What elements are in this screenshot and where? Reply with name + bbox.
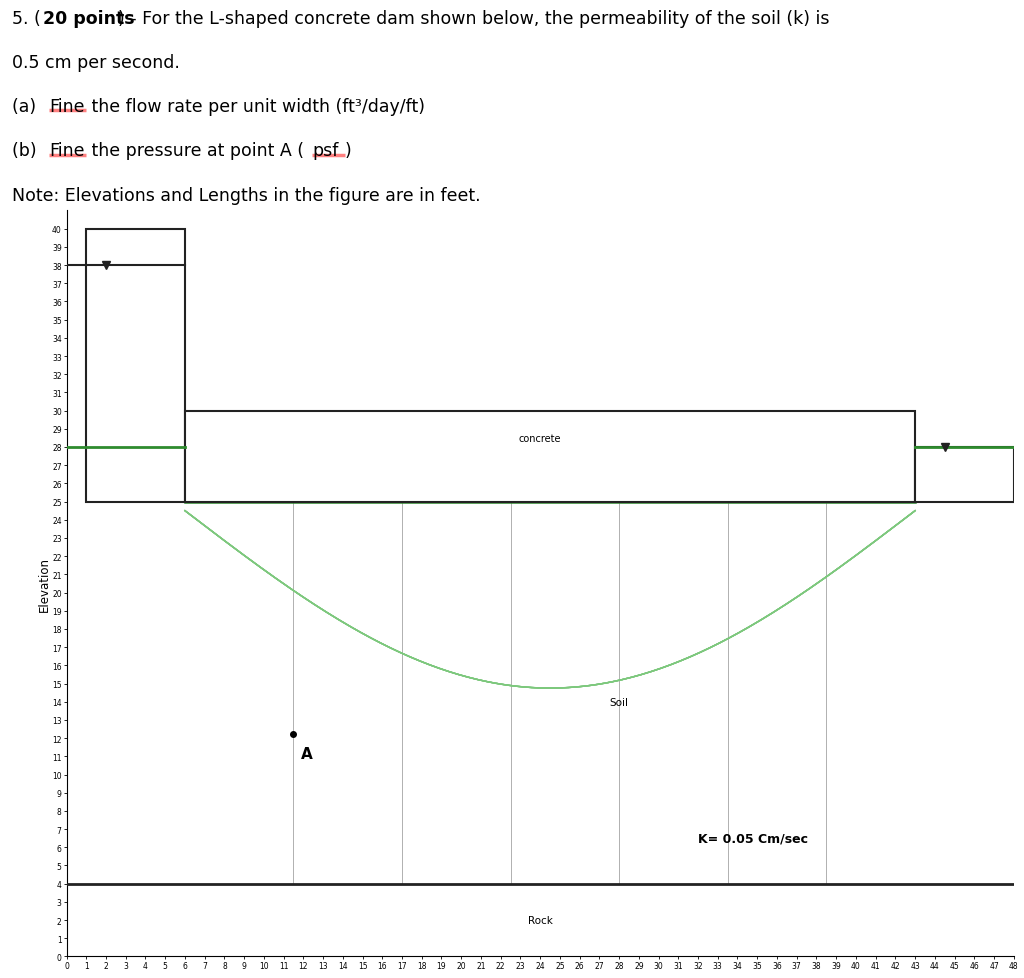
Text: (b): (b)	[12, 143, 42, 160]
Text: Fine: Fine	[49, 143, 85, 160]
Text: the pressure at point A (: the pressure at point A (	[86, 143, 304, 160]
Text: Fine: Fine	[49, 98, 85, 116]
Bar	[86, 230, 185, 502]
Text: Soil: Soil	[609, 697, 629, 707]
Text: 20 points: 20 points	[43, 10, 134, 28]
Text: 0.5 cm per second.: 0.5 cm per second.	[12, 54, 180, 72]
Bar	[185, 411, 915, 502]
Text: the flow rate per unit width (ft³/day/ft): the flow rate per unit width (ft³/day/ft…	[86, 98, 425, 116]
Text: Note: Elevations and Lengths in the figure are in feet.: Note: Elevations and Lengths in the figu…	[12, 187, 481, 204]
Text: (a): (a)	[12, 98, 42, 116]
Text: ) - For the L-shaped concrete dam shown below, the permeability of the soil (k) : ) - For the L-shaped concrete dam shown …	[118, 10, 829, 28]
Text: concrete: concrete	[519, 433, 561, 443]
Text: K= 0.05 Cm/sec: K= 0.05 Cm/sec	[698, 832, 808, 845]
Text: psf: psf	[312, 143, 339, 160]
Text: A: A	[301, 746, 313, 761]
Text: 5. (: 5. (	[12, 10, 41, 28]
Text: Rock: Rock	[527, 915, 553, 925]
Y-axis label: Elevation: Elevation	[38, 556, 50, 611]
Text: ): )	[345, 143, 352, 160]
Bar	[915, 448, 1014, 502]
